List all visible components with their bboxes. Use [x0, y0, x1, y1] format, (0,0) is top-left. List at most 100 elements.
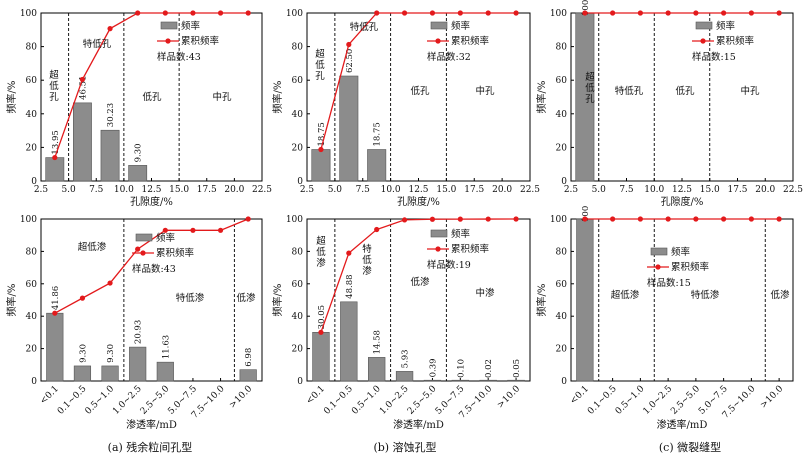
bar: [311, 149, 331, 182]
bar-data-label: 18.75: [317, 122, 327, 146]
legend-bar-label: 频率: [671, 246, 691, 258]
legend-line-marker: [700, 38, 706, 44]
bar-data-label: 14.58: [373, 330, 383, 354]
legend-line-marker: [435, 246, 441, 252]
zone-label: 特低渗: [691, 289, 720, 301]
bar-data-label: 13.95: [51, 130, 61, 154]
y-axis-label: 频率/%: [271, 284, 284, 317]
chart-c-porosity: 0 20 40 60 80 100 2.5 5.0 7.5 10.0 12.5 15.0 17.5 20.…: [535, 0, 803, 208]
cumulative-point: [637, 216, 643, 222]
cumulative-point: [190, 10, 196, 16]
x-tick-label: >10.0: [496, 384, 523, 411]
y-tick-label: 20: [26, 345, 38, 355]
x-tick-label: 17.5: [197, 185, 217, 195]
sample-count: 样品数:32: [427, 51, 471, 63]
caption-a-text: (a) 残余粒间孔型: [108, 440, 193, 454]
x-tick-label: <0.1: [568, 384, 591, 407]
cumulative-point: [374, 226, 380, 233]
bar-data-label: 100: [581, 206, 591, 222]
bar-data-label: 30.23: [106, 103, 116, 127]
cumulative-point: [162, 10, 168, 16]
zone-label-line: 超: [316, 235, 326, 247]
y-tick-label: 80: [556, 43, 568, 53]
x-tick-label: <0.1: [305, 384, 328, 407]
cumulative-point: [162, 227, 168, 233]
bar-data-label: 9.30: [106, 344, 116, 363]
sample-count: 样品数:43: [157, 51, 201, 63]
bar: [339, 75, 359, 182]
bar: [45, 157, 65, 182]
cumulative-point: [485, 216, 491, 222]
cumulative-point: [665, 10, 671, 16]
legend-bar-label: 频率: [716, 20, 736, 32]
zone-label-line: 孔: [585, 94, 595, 105]
y-tick-label: 0: [31, 177, 37, 187]
x-tick-label: 0.1~0.5: [586, 384, 619, 417]
bar: [368, 357, 386, 382]
cumulative-point: [721, 216, 727, 222]
legend-bar-label: 频率: [451, 20, 471, 32]
bar-data-label: 48.88: [345, 274, 355, 298]
legend-line-marker: [140, 250, 146, 256]
legend-bar-swatch: [430, 229, 448, 238]
bar: [73, 365, 92, 382]
chart-a-porosity: 0 20 40 60 80 100 2.5 5.0 7.5 10.0 12.5 15.0 17.5 20.…: [5, 9, 272, 208]
y-tick-label: 100: [20, 215, 37, 225]
legend-bar-swatch: [695, 21, 713, 30]
legend-line-label: 累积频率: [181, 35, 220, 47]
cumulative-point: [610, 216, 616, 222]
x-tick-label: 12.5: [672, 185, 692, 195]
x-tick-label: 10.0: [381, 185, 401, 195]
cumulative-point: [245, 216, 251, 222]
cumulative-point: [582, 216, 588, 222]
cumulative-point: [217, 227, 224, 233]
y-tick-label: 80: [292, 43, 304, 53]
bar-data-label: 30.05: [317, 305, 327, 329]
cumulative-point: [217, 10, 224, 16]
y-tick-label: 20: [556, 143, 568, 153]
sample-count: 样品数:15: [647, 277, 691, 289]
legend-bar-label: 频率: [451, 228, 471, 240]
cumulative-point: [457, 216, 463, 222]
y-tick-label: 0: [31, 377, 37, 387]
cumulative-point: [721, 10, 727, 16]
x-tick-label: 20.0: [755, 185, 775, 195]
bar: [367, 149, 387, 182]
zone-label: 特低渗: [362, 243, 372, 277]
bar-data-label: 0.10: [456, 359, 466, 378]
zone-label-line: 低: [585, 82, 595, 94]
cumulative-point: [429, 10, 436, 16]
x-tick-label: 1.0~2.5: [378, 384, 411, 417]
zone-label-line: 超: [49, 69, 59, 81]
y-tick-label: 80: [26, 247, 38, 257]
bar-data-label: 5.93: [401, 349, 411, 368]
y-tick-label: 0: [561, 377, 567, 387]
cumulative-point: [748, 216, 754, 222]
cumulative-point: [513, 10, 519, 16]
caption-b: (b) 溶蚀孔型: [373, 440, 436, 454]
bar: [576, 218, 594, 382]
cumulative-point: [693, 216, 699, 222]
x-tick-label: 0.1~0.5: [322, 384, 355, 417]
legend-line-marker: [165, 38, 171, 44]
zone-label: 低孔: [675, 85, 695, 97]
x-axis-label: 孔隙度/%: [661, 195, 704, 208]
zone-label-line: 低: [316, 246, 326, 258]
y-tick-label: 60: [26, 280, 38, 290]
y-tick-label: 0: [297, 377, 303, 387]
y-tick-label: 60: [556, 76, 568, 86]
x-tick-label: 22.5: [520, 185, 540, 195]
chart-c-permeability: 0 20 40 60 80 100 <0.10.1~0.50.5~1.01.0~2.52.5…: [535, 206, 794, 431]
y-tick-label: 40: [292, 312, 304, 322]
legend-bar-swatch: [160, 21, 178, 30]
x-tick-label: 5.0: [592, 185, 607, 195]
legend-line-label: 累积频率: [716, 35, 755, 47]
bar: [312, 332, 330, 382]
x-tick-label: 17.5: [464, 185, 484, 195]
bar-data-label: 9.30: [134, 143, 144, 162]
cumulative-point: [346, 250, 352, 256]
x-tick-label: 10.0: [114, 185, 134, 195]
